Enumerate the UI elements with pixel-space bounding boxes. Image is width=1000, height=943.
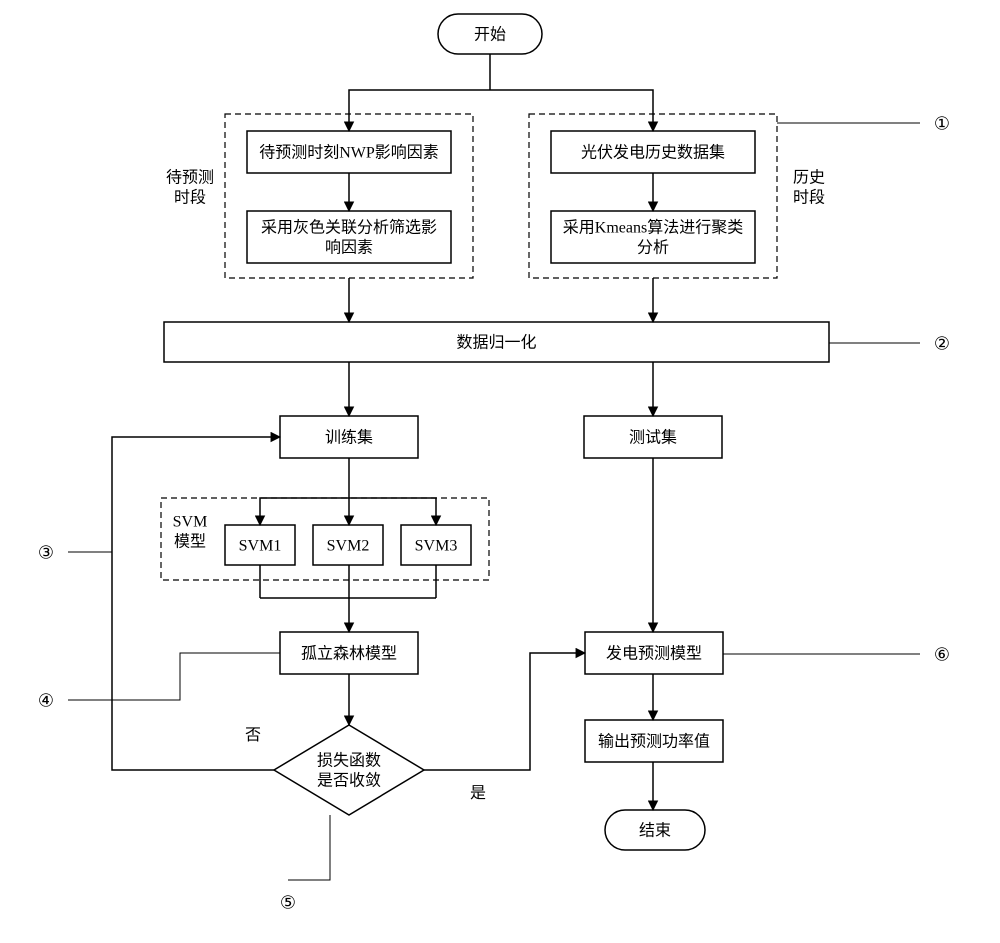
svg-text:输出预测功率值: 输出预测功率值: [598, 733, 710, 751]
svg-text:开始: 开始: [474, 26, 506, 44]
branch-label-yes: 是: [470, 785, 486, 802]
svg-text:SVM1: SVM1: [239, 538, 282, 555]
side-label-svm: SVM模型: [173, 514, 208, 551]
badge-b1: ①: [934, 113, 950, 133]
edge-19: [424, 653, 585, 770]
svg-text:发电预测模型: 发电预测模型: [606, 645, 702, 663]
callout-3: [68, 653, 280, 700]
svg-text:测试集: 测试集: [629, 429, 677, 447]
badge-b6: ⑥: [934, 644, 950, 664]
svg-text:训练集: 训练集: [325, 429, 373, 447]
branch-label-no: 否: [245, 727, 261, 744]
edge-12: [349, 498, 436, 525]
svg-text:SVM2: SVM2: [327, 538, 370, 555]
svg-text:孤立森林模型: 孤立森林模型: [301, 645, 397, 663]
edge-1: [349, 90, 490, 131]
badge-b5: ⑤: [280, 892, 296, 912]
edge-2: [490, 90, 653, 131]
edge-18: [112, 437, 280, 770]
side-label-left: 待预测时段: [166, 169, 214, 207]
svg-text:结束: 结束: [639, 822, 671, 840]
svg-text:待预测时刻NWP影响因素: 待预测时刻NWP影响因素: [259, 144, 439, 162]
badge-b3: ③: [38, 542, 54, 562]
badge-b4: ④: [38, 690, 54, 710]
svg-text:数据归一化: 数据归一化: [456, 334, 536, 352]
side-label-right: 历史时段: [793, 169, 825, 207]
svg-text:光伏发电历史数据集: 光伏发电历史数据集: [581, 144, 725, 162]
callout-4: [288, 815, 330, 880]
edge-10: [260, 498, 349, 525]
node-decision: [274, 725, 424, 815]
svg-text:SVM3: SVM3: [415, 538, 458, 555]
badge-b2: ②: [934, 333, 950, 353]
